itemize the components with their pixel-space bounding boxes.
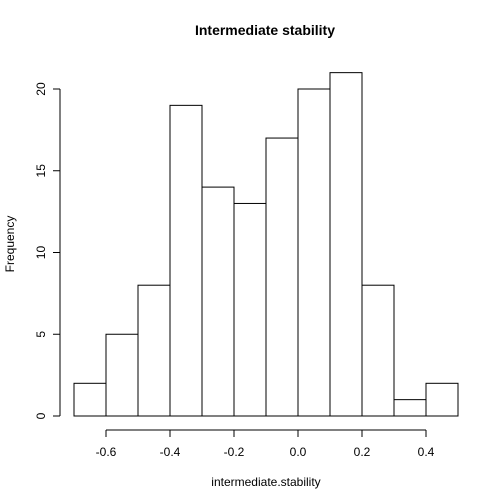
histogram-bar: [105, 333, 139, 417]
histogram-bar: [361, 284, 395, 417]
y-tick-label: 5: [34, 331, 48, 338]
x-tick-label: -0.6: [96, 445, 117, 459]
y-axis: 0 5 10 15 20: [34, 82, 61, 419]
histogram-bar: [201, 186, 235, 417]
x-axis-label: intermediate.stability: [211, 475, 320, 489]
histogram-bar: [137, 284, 171, 417]
y-tick-label: 15: [34, 164, 48, 178]
histogram-bar: [425, 382, 459, 417]
histogram-bar: [265, 137, 299, 417]
histogram-bar: [169, 104, 203, 417]
y-tick-label: 20: [34, 82, 48, 96]
y-axis-label: Frequency: [3, 216, 17, 273]
histogram-bar: [233, 202, 267, 417]
histogram-bar: [393, 399, 427, 417]
bars-group: [73, 72, 459, 417]
y-tick-label: 10: [34, 246, 48, 260]
histogram-bar: [329, 72, 363, 417]
x-tick-label: -0.4: [160, 445, 181, 459]
histogram-bar: [297, 88, 331, 417]
chart-title: Intermediate stability: [195, 22, 335, 38]
x-tick-label: 0.4: [418, 445, 435, 459]
x-tick-label: 0.2: [354, 445, 371, 459]
x-tick-label: -0.2: [224, 445, 245, 459]
x-tick-label: 0.0: [290, 445, 307, 459]
histogram-bar: [73, 382, 107, 417]
x-axis: -0.6 -0.4 -0.2 0.0 0.2 0.4: [96, 429, 435, 459]
y-tick-label: 0: [34, 412, 48, 419]
